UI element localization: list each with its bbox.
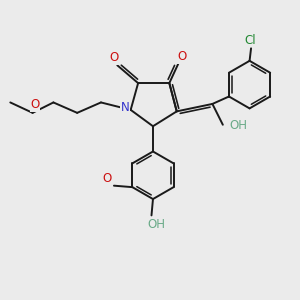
Text: OH: OH xyxy=(229,119,247,132)
Text: O: O xyxy=(103,172,112,185)
Text: Cl: Cl xyxy=(244,34,256,46)
Text: O: O xyxy=(110,51,119,64)
Text: OH: OH xyxy=(147,218,165,231)
Text: O: O xyxy=(177,50,186,63)
Text: O: O xyxy=(30,98,40,111)
Text: N: N xyxy=(121,101,130,114)
